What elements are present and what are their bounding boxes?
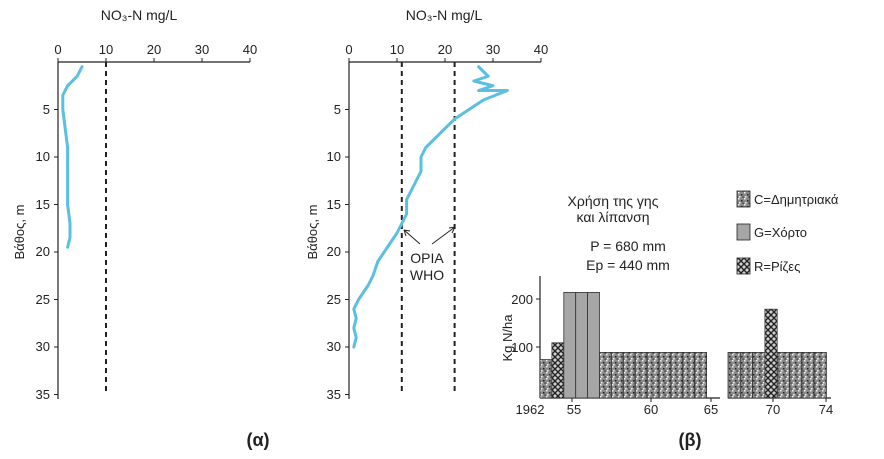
panel-b-y-tick-label: 35 <box>327 387 341 402</box>
bar-title-line-2: και λίπανση <box>576 209 649 225</box>
legend-label-grass: G=Χόρτο <box>754 225 807 240</box>
panel-b-x-ticks: 0 10 20 30 40 <box>345 42 548 62</box>
legend-swatch-cereals <box>736 190 751 208</box>
bar-1958 <box>611 351 624 399</box>
bar-1956 <box>587 291 600 399</box>
panel-a-marks <box>61 62 107 395</box>
bar-1969 <box>752 351 766 399</box>
bar-1962 <box>658 351 672 399</box>
panel-a-y-tick-label: 10 <box>36 149 50 164</box>
panel-b-x-tick-label: 20 <box>438 42 452 57</box>
bar-1953 <box>551 342 565 399</box>
legend-swatch-grass <box>736 223 751 241</box>
bar-1955 <box>575 291 589 399</box>
panel-b-y-tick-label: 15 <box>327 197 341 212</box>
panel-b-y-tick-label: 25 <box>327 292 341 307</box>
legend-swatch-roots <box>736 257 751 275</box>
bar-1971 <box>776 351 790 399</box>
panel-b-line-chart: NO₃-N mg/L Βάθος, m 0 10 20 30 40 5 10 <box>305 7 548 402</box>
bar-x-tick-label: 74 <box>819 402 833 417</box>
panel-b-y-tick-label: 20 <box>327 244 341 259</box>
bar-1972 <box>789 351 803 399</box>
annotation-arrow-left <box>403 229 421 245</box>
bar-1961 <box>646 351 660 399</box>
bar-1968 <box>739 351 753 399</box>
bar-1952 <box>539 359 553 399</box>
bar-x-tick-label: 65 <box>704 402 718 417</box>
panel-b-x-tick-label: 40 <box>534 42 548 57</box>
panel-a-line-chart: NO₃-N mg/L Βάθος, m 0 10 20 30 40 5 10 <box>12 7 270 450</box>
param-precipitation: P = 680 mm <box>590 238 666 254</box>
panel-a-y-tick-label: 20 <box>36 244 50 259</box>
bar-x-tick-label: 70 <box>766 402 780 417</box>
panel-b-bar-chart: Χρήση της γης και λίπανση P = 680 mm Ep … <box>500 190 839 450</box>
panel-a-y-tick-label: 25 <box>36 292 50 307</box>
panel-b-marks <box>352 62 509 395</box>
bar-1967 <box>727 351 741 399</box>
panel-b-y-tick-label: 5 <box>334 102 341 117</box>
annotation-arrow-right <box>431 226 456 245</box>
bar-marks <box>539 291 827 399</box>
panel-a-x-tick-label: 20 <box>147 42 161 57</box>
panel-a-y-tick-label: 5 <box>43 102 50 117</box>
panel-a-y-axis-label: Βάθος, m <box>12 205 27 260</box>
bar-x-tick-label: 1962 <box>516 402 545 417</box>
bar-1964 <box>682 351 696 399</box>
panel-a-y-ticks: 5 10 15 20 25 30 35 <box>36 102 58 402</box>
arrowhead-right-icon <box>448 226 456 234</box>
panel-b-y-tick-label: 10 <box>327 149 341 164</box>
panel-b-y-axis-label: Βάθος, m <box>305 205 320 260</box>
bar-1959 <box>622 351 636 399</box>
panel-a-y-tick-label: 15 <box>36 197 50 212</box>
panel-a-caption: (α) <box>246 430 269 450</box>
annotation-line-2: WHO <box>410 267 444 283</box>
bar-x-tick-label: 60 <box>644 402 658 417</box>
bar-title-line-1: Χρήση της γης <box>568 193 659 209</box>
bar-1954 <box>563 291 577 399</box>
panel-a-x-tick-label: 10 <box>99 42 113 57</box>
bar-1963 <box>670 351 684 399</box>
panel-b-title: NO₃-N mg/L <box>406 7 483 23</box>
panel-b-x-tick-label: 30 <box>486 42 500 57</box>
bar-y-axis-label: Kg N/ha <box>500 314 515 362</box>
panel-a-title: NO₃-N mg/L <box>101 7 178 23</box>
panel-a-y-tick-label: 30 <box>36 339 50 354</box>
panel-a-x-tick-label: 0 <box>54 42 61 57</box>
bar-y-tick-label: 200 <box>511 292 533 307</box>
annotation-line-1: ΟΡΙΑ <box>410 250 444 266</box>
panel-a-series-line <box>61 65 84 249</box>
bar-1974 <box>813 351 827 399</box>
bar-1965 <box>694 351 708 399</box>
bar-1960 <box>634 351 648 399</box>
legend-label-cereals: C=Δημητριακά <box>754 192 839 207</box>
arrowhead-left-icon <box>403 229 411 237</box>
panel-b-x-tick-label: 10 <box>390 42 404 57</box>
bar-x-tick-label: 55 <box>567 402 581 417</box>
panel-a-x-tick-label: 40 <box>243 42 257 57</box>
legend: C=Δημητριακά G=Χόρτο R=Ρίζες <box>736 190 839 275</box>
panel-b-y-ticks: 5 10 15 20 25 30 35 <box>327 102 349 402</box>
legend-label-roots: R=Ρίζες <box>754 259 800 274</box>
bar-1970 <box>764 308 778 399</box>
panel-b-series-line <box>352 65 509 349</box>
bar-1973 <box>801 351 815 399</box>
panel-a-x-tick-label: 30 <box>195 42 209 57</box>
panel-a-x-ticks: 0 10 20 30 40 <box>54 42 257 62</box>
bar-x-ticks: 1962 55 60 65 70 74 <box>516 398 833 417</box>
panel-b-x-tick-label: 0 <box>345 42 352 57</box>
bar-y-tick-label: 100 <box>511 340 533 355</box>
panel-b-y-tick-label: 30 <box>327 339 341 354</box>
bar-1957 <box>599 351 612 399</box>
panel-b-caption: (β) <box>679 430 702 450</box>
param-evaporation: Ep = 440 mm <box>586 257 670 273</box>
panel-a-y-tick-label: 35 <box>36 387 50 402</box>
